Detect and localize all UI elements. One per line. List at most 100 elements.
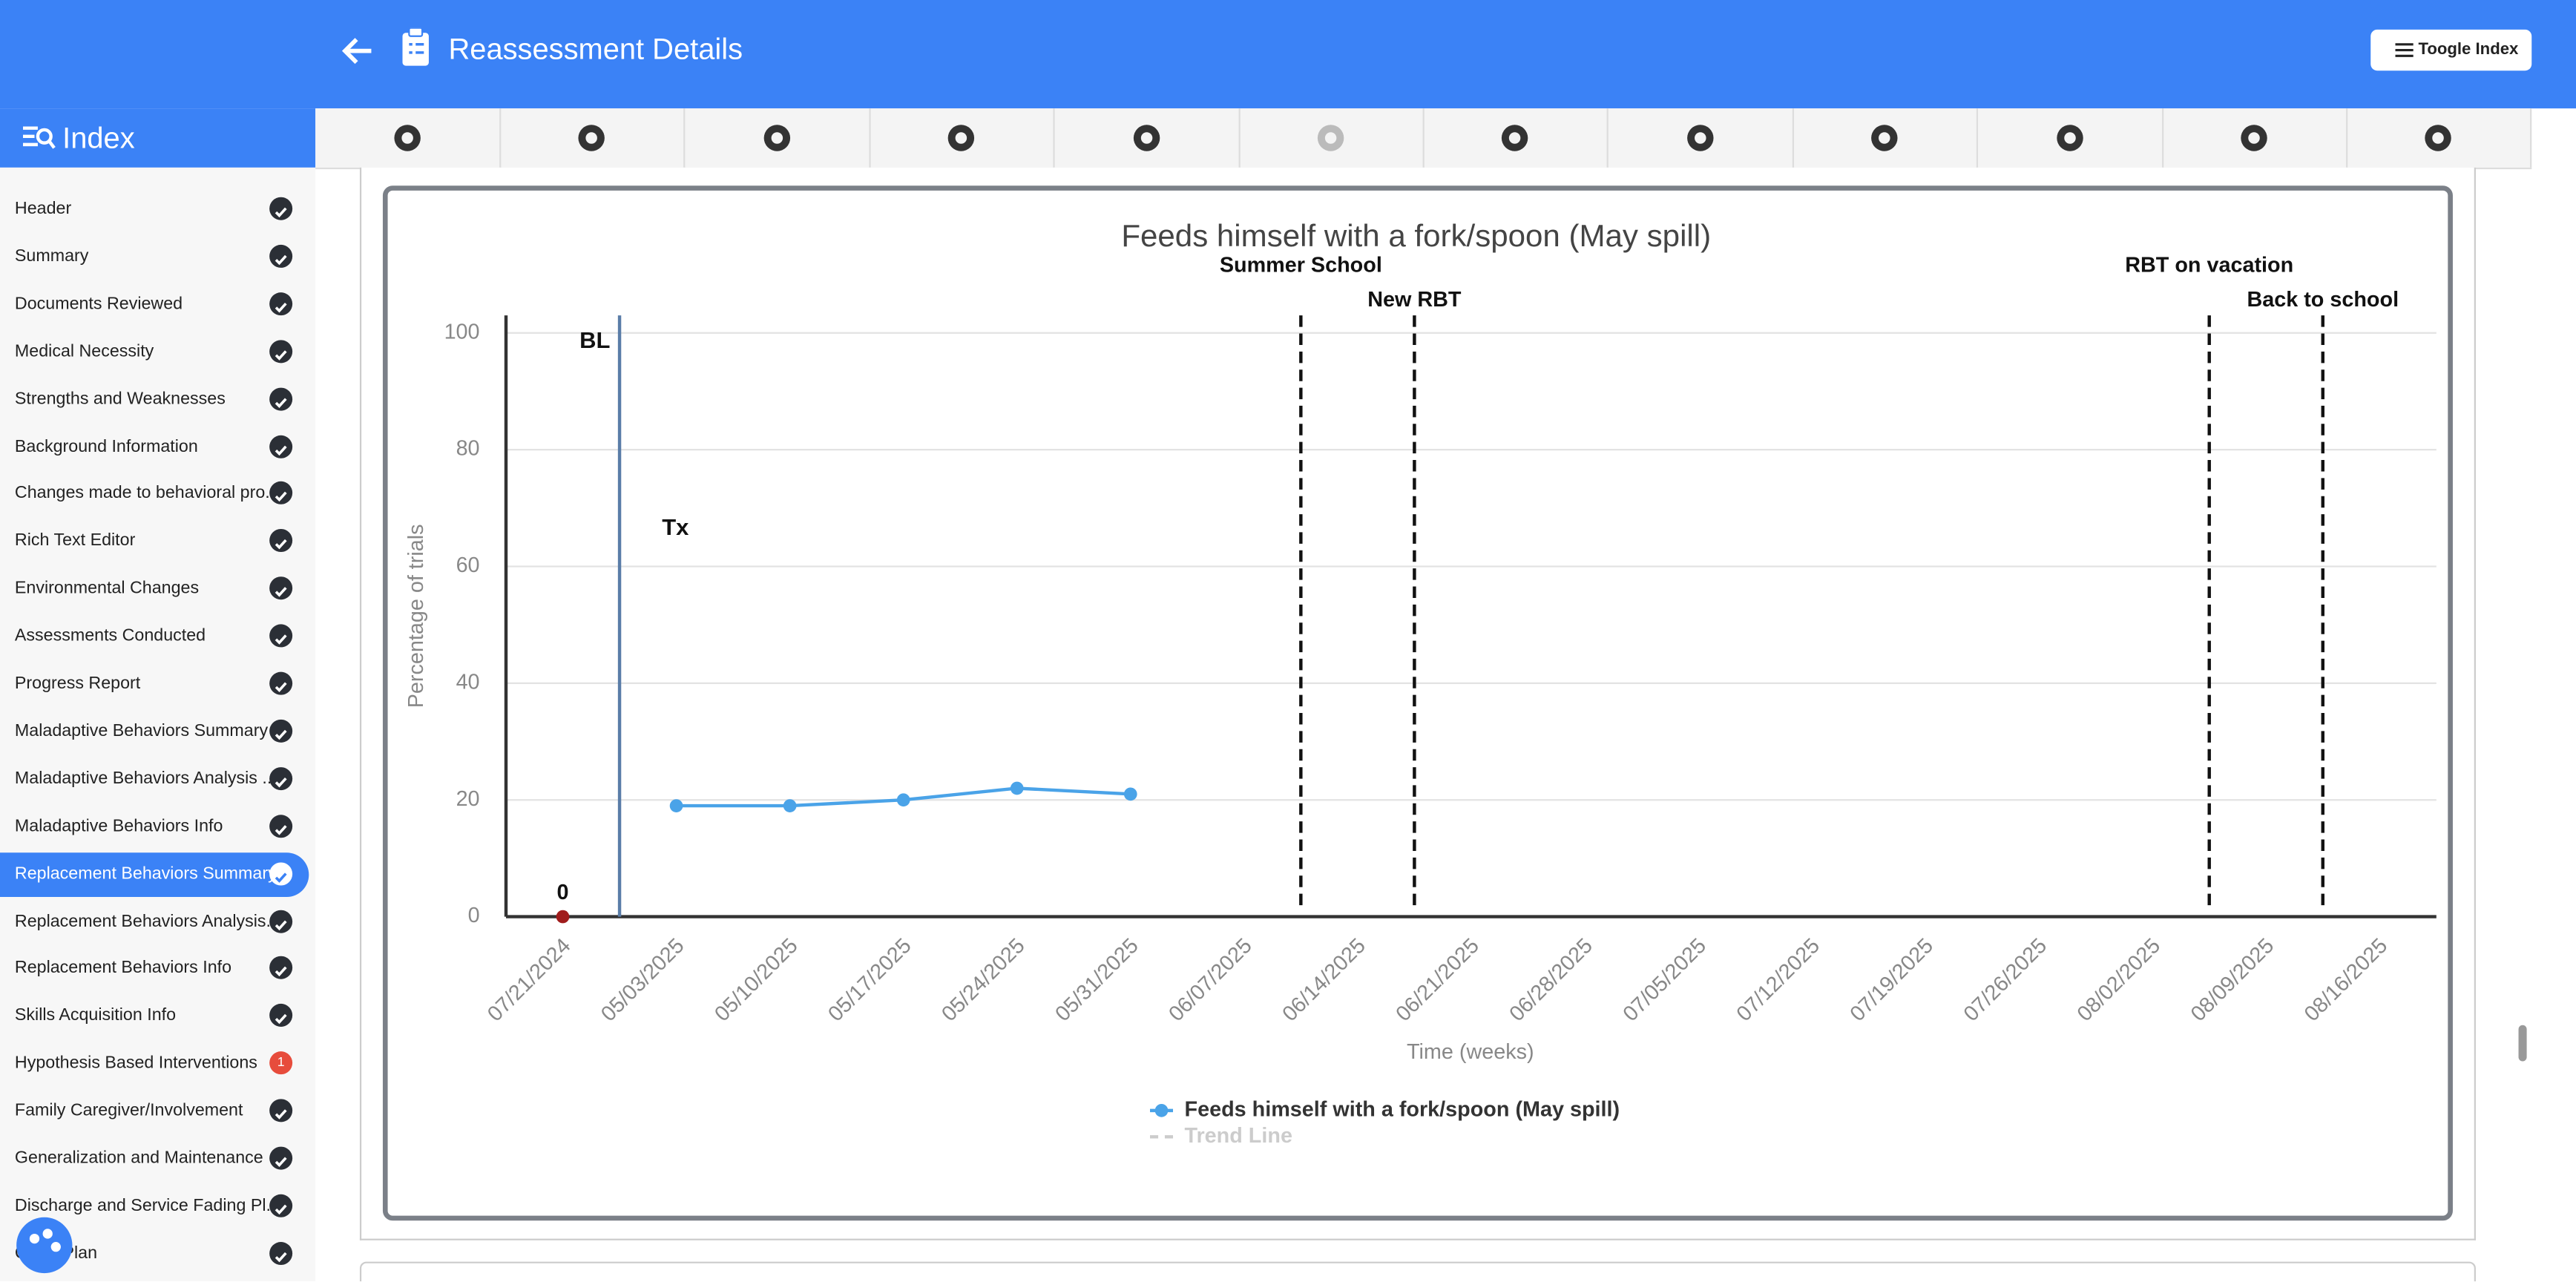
item-label: Assessments Conducted: [14, 625, 206, 646]
index-item[interactable]: Rich Text Editor: [0, 519, 309, 564]
item-label: Replacement Behaviors Analysis...: [14, 910, 280, 931]
x-tick-label: 06/28/2025: [1505, 934, 1597, 1026]
x-tick-label: 05/24/2025: [937, 934, 1029, 1026]
page-title: Reassessment Details: [448, 33, 743, 66]
check-icon: [269, 814, 293, 838]
y-tick-label: 40: [456, 670, 480, 694]
index-item[interactable]: Environmental Changes: [0, 567, 309, 611]
toolbar-tab[interactable]: [2162, 108, 2348, 168]
data-point: [1010, 781, 1024, 795]
data-label: 0: [557, 881, 569, 904]
index-item[interactable]: Generalization and Maintenance: [0, 1137, 309, 1181]
toolbar-tab[interactable]: [500, 108, 686, 168]
item-label: Skills Acquisition Info: [14, 1005, 177, 1026]
toggle-index-button[interactable]: Toogle Index: [2370, 29, 2532, 71]
index-item[interactable]: Replacement Behaviors Summary: [0, 852, 309, 897]
x-tick-label: 07/12/2025: [1732, 934, 1824, 1026]
item-label: Background Information: [14, 435, 198, 456]
check-icon: [269, 339, 293, 363]
x-tick-label: 08/02/2025: [2073, 934, 2165, 1026]
legend-label: Feeds himself with a fork/spoon (May spi…: [1185, 1097, 1620, 1121]
check-icon: [269, 197, 293, 220]
index-item[interactable]: Replacement Behaviors Info: [0, 947, 309, 991]
item-label: Hypothesis Based Interventions: [14, 1053, 257, 1074]
toolbar-tab[interactable]: [1608, 108, 1794, 168]
check-icon: [269, 671, 293, 695]
check-icon: [269, 1146, 293, 1170]
item-label: Family Caregiver/Involvement: [14, 1100, 243, 1121]
x-tick-label: 06/21/2025: [1391, 934, 1483, 1026]
toolbar-tab[interactable]: [1793, 108, 1979, 168]
data-point: [556, 910, 570, 924]
x-tick-label: 05/10/2025: [710, 934, 802, 1026]
item-label: Medical Necessity: [14, 341, 154, 361]
index-item[interactable]: Medical Necessity: [0, 329, 309, 374]
scrollbar-thumb[interactable]: [2518, 1025, 2527, 1062]
check-icon: [269, 529, 293, 553]
index-item[interactable]: Changes made to behavioral pro...: [0, 472, 309, 516]
toolbar-tab[interactable]: [1977, 108, 2163, 168]
index-item[interactable]: Maladaptive Behaviors Info: [0, 804, 309, 849]
toolbar-tab[interactable]: [1054, 108, 1240, 168]
sidebar: Header Summary Documents Reviewed Medical N…: [0, 167, 316, 1282]
index-item[interactable]: Discharge and Service Fading Pl...: [0, 1184, 309, 1229]
item-label: Maladaptive Behaviors Analysis ...: [14, 768, 277, 789]
badge: 1: [269, 1051, 293, 1075]
index-item[interactable]: Family Caregiver/Involvement: [0, 1089, 309, 1134]
toolbar-tab[interactable]: [2347, 108, 2533, 168]
item-label: Documents Reviewed: [14, 293, 183, 314]
check-icon: [269, 719, 293, 743]
index-item[interactable]: Strengths and Weaknesses: [0, 377, 309, 421]
toolbar-tab[interactable]: [315, 108, 502, 168]
x-tick-label: 08/09/2025: [2186, 934, 2278, 1026]
index-item[interactable]: Assessments Conducted: [0, 614, 309, 659]
x-tick-label: 07/26/2025: [1959, 934, 2051, 1026]
top-bar: Reassessment Details Toogle Index: [0, 0, 2576, 109]
index-item[interactable]: Progress Report: [0, 662, 309, 706]
index-item[interactable]: Maladaptive Behaviors Analysis ...: [0, 757, 309, 801]
card: [359, 167, 2476, 1240]
item-label: Generalization and Maintenance: [14, 1148, 263, 1168]
item-label: Maladaptive Behaviors Info: [14, 815, 223, 836]
check-icon: [269, 292, 293, 315]
index-item[interactable]: Maladaptive Behaviors Summary: [0, 709, 309, 754]
item-label: Summary: [14, 246, 89, 266]
item-label: Changes made to behavioral pro...: [14, 483, 280, 504]
toolbar-tab[interactable]: [685, 108, 871, 168]
check-icon: [269, 244, 293, 268]
toolbar-tab[interactable]: [870, 108, 1055, 168]
check-icon: [269, 766, 293, 790]
index-item[interactable]: Skills Acquisition Info: [0, 994, 309, 1039]
index-item[interactable]: Header: [0, 187, 309, 231]
annotation-label: Back to school: [2247, 288, 2399, 312]
toolbar-tab[interactable]: [1239, 108, 1425, 168]
check-icon: [269, 956, 293, 980]
index-item[interactable]: Summary: [0, 234, 309, 279]
toolbar-tab[interactable]: [1423, 108, 1609, 168]
item-label: Discharge and Service Fading Pl...: [14, 1195, 280, 1216]
index-item[interactable]: Background Information: [0, 424, 309, 469]
index-item[interactable]: Documents Reviewed: [0, 282, 309, 326]
x-tick-label: 05/03/2025: [597, 934, 689, 1026]
data-point: [1123, 787, 1137, 801]
y-tick-label: 80: [456, 437, 480, 461]
y-tick-label: 0: [468, 904, 480, 927]
index-item[interactable]: Replacement Behaviors Analysis...: [0, 899, 309, 944]
check-icon: [269, 576, 293, 600]
x-tick-label: 05/17/2025: [824, 934, 916, 1026]
y-tick-label: 60: [456, 553, 480, 577]
legend-label: Trend Line: [1185, 1124, 1292, 1148]
index-item[interactable]: Hypothesis Based Interventions 1: [0, 1042, 309, 1086]
data-point: [896, 793, 910, 807]
sidebar-header: Index: [0, 108, 316, 168]
x-tick-label: 07/19/2025: [1846, 934, 1938, 1026]
back-button[interactable]: [338, 33, 378, 69]
check-icon: [269, 1004, 293, 1028]
accessibility-button[interactable]: [15, 1216, 74, 1275]
item-label: Maladaptive Behaviors Summary: [14, 720, 269, 741]
chart-title: Feeds himself with a fork/spoon (May spi…: [1121, 218, 1711, 253]
x-tick-label: 07/05/2025: [1619, 934, 1711, 1026]
